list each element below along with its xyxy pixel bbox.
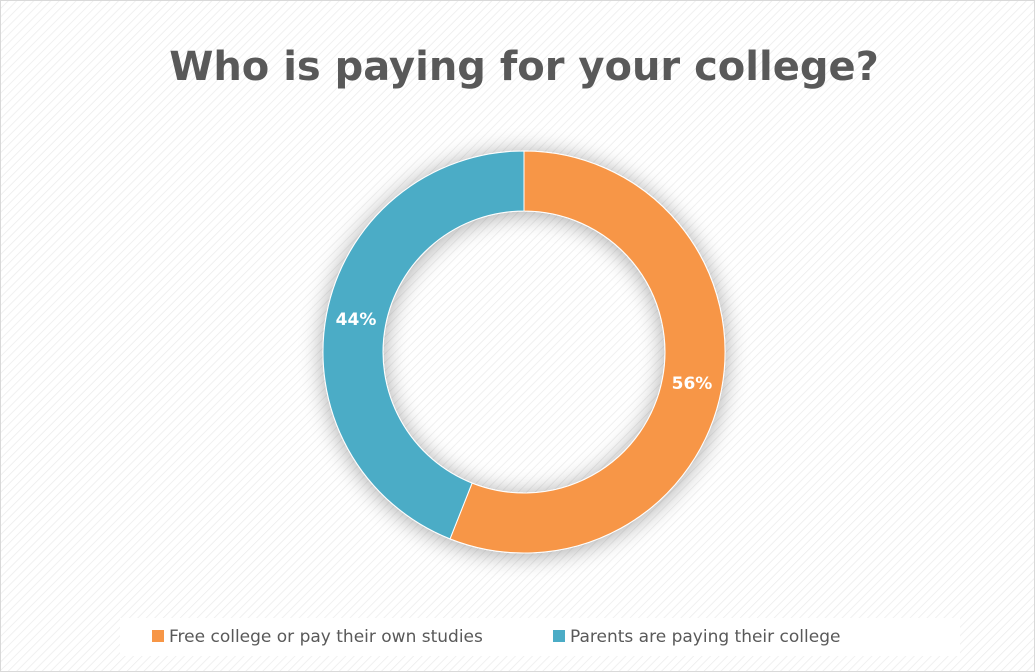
legend-label: Parents are paying their college [570, 627, 840, 647]
donut [322, 150, 726, 554]
data-label: 44% [336, 310, 377, 330]
donut-segment [449, 150, 726, 554]
legend-label: Free college or pay their own studies [169, 627, 483, 647]
chart-title: Who is paying for your college? [169, 44, 879, 90]
legend-swatch [152, 630, 164, 642]
data-label: 56% [672, 374, 713, 394]
legend-background [120, 618, 960, 656]
donut-segment [322, 150, 525, 540]
legend-swatch [553, 630, 565, 642]
